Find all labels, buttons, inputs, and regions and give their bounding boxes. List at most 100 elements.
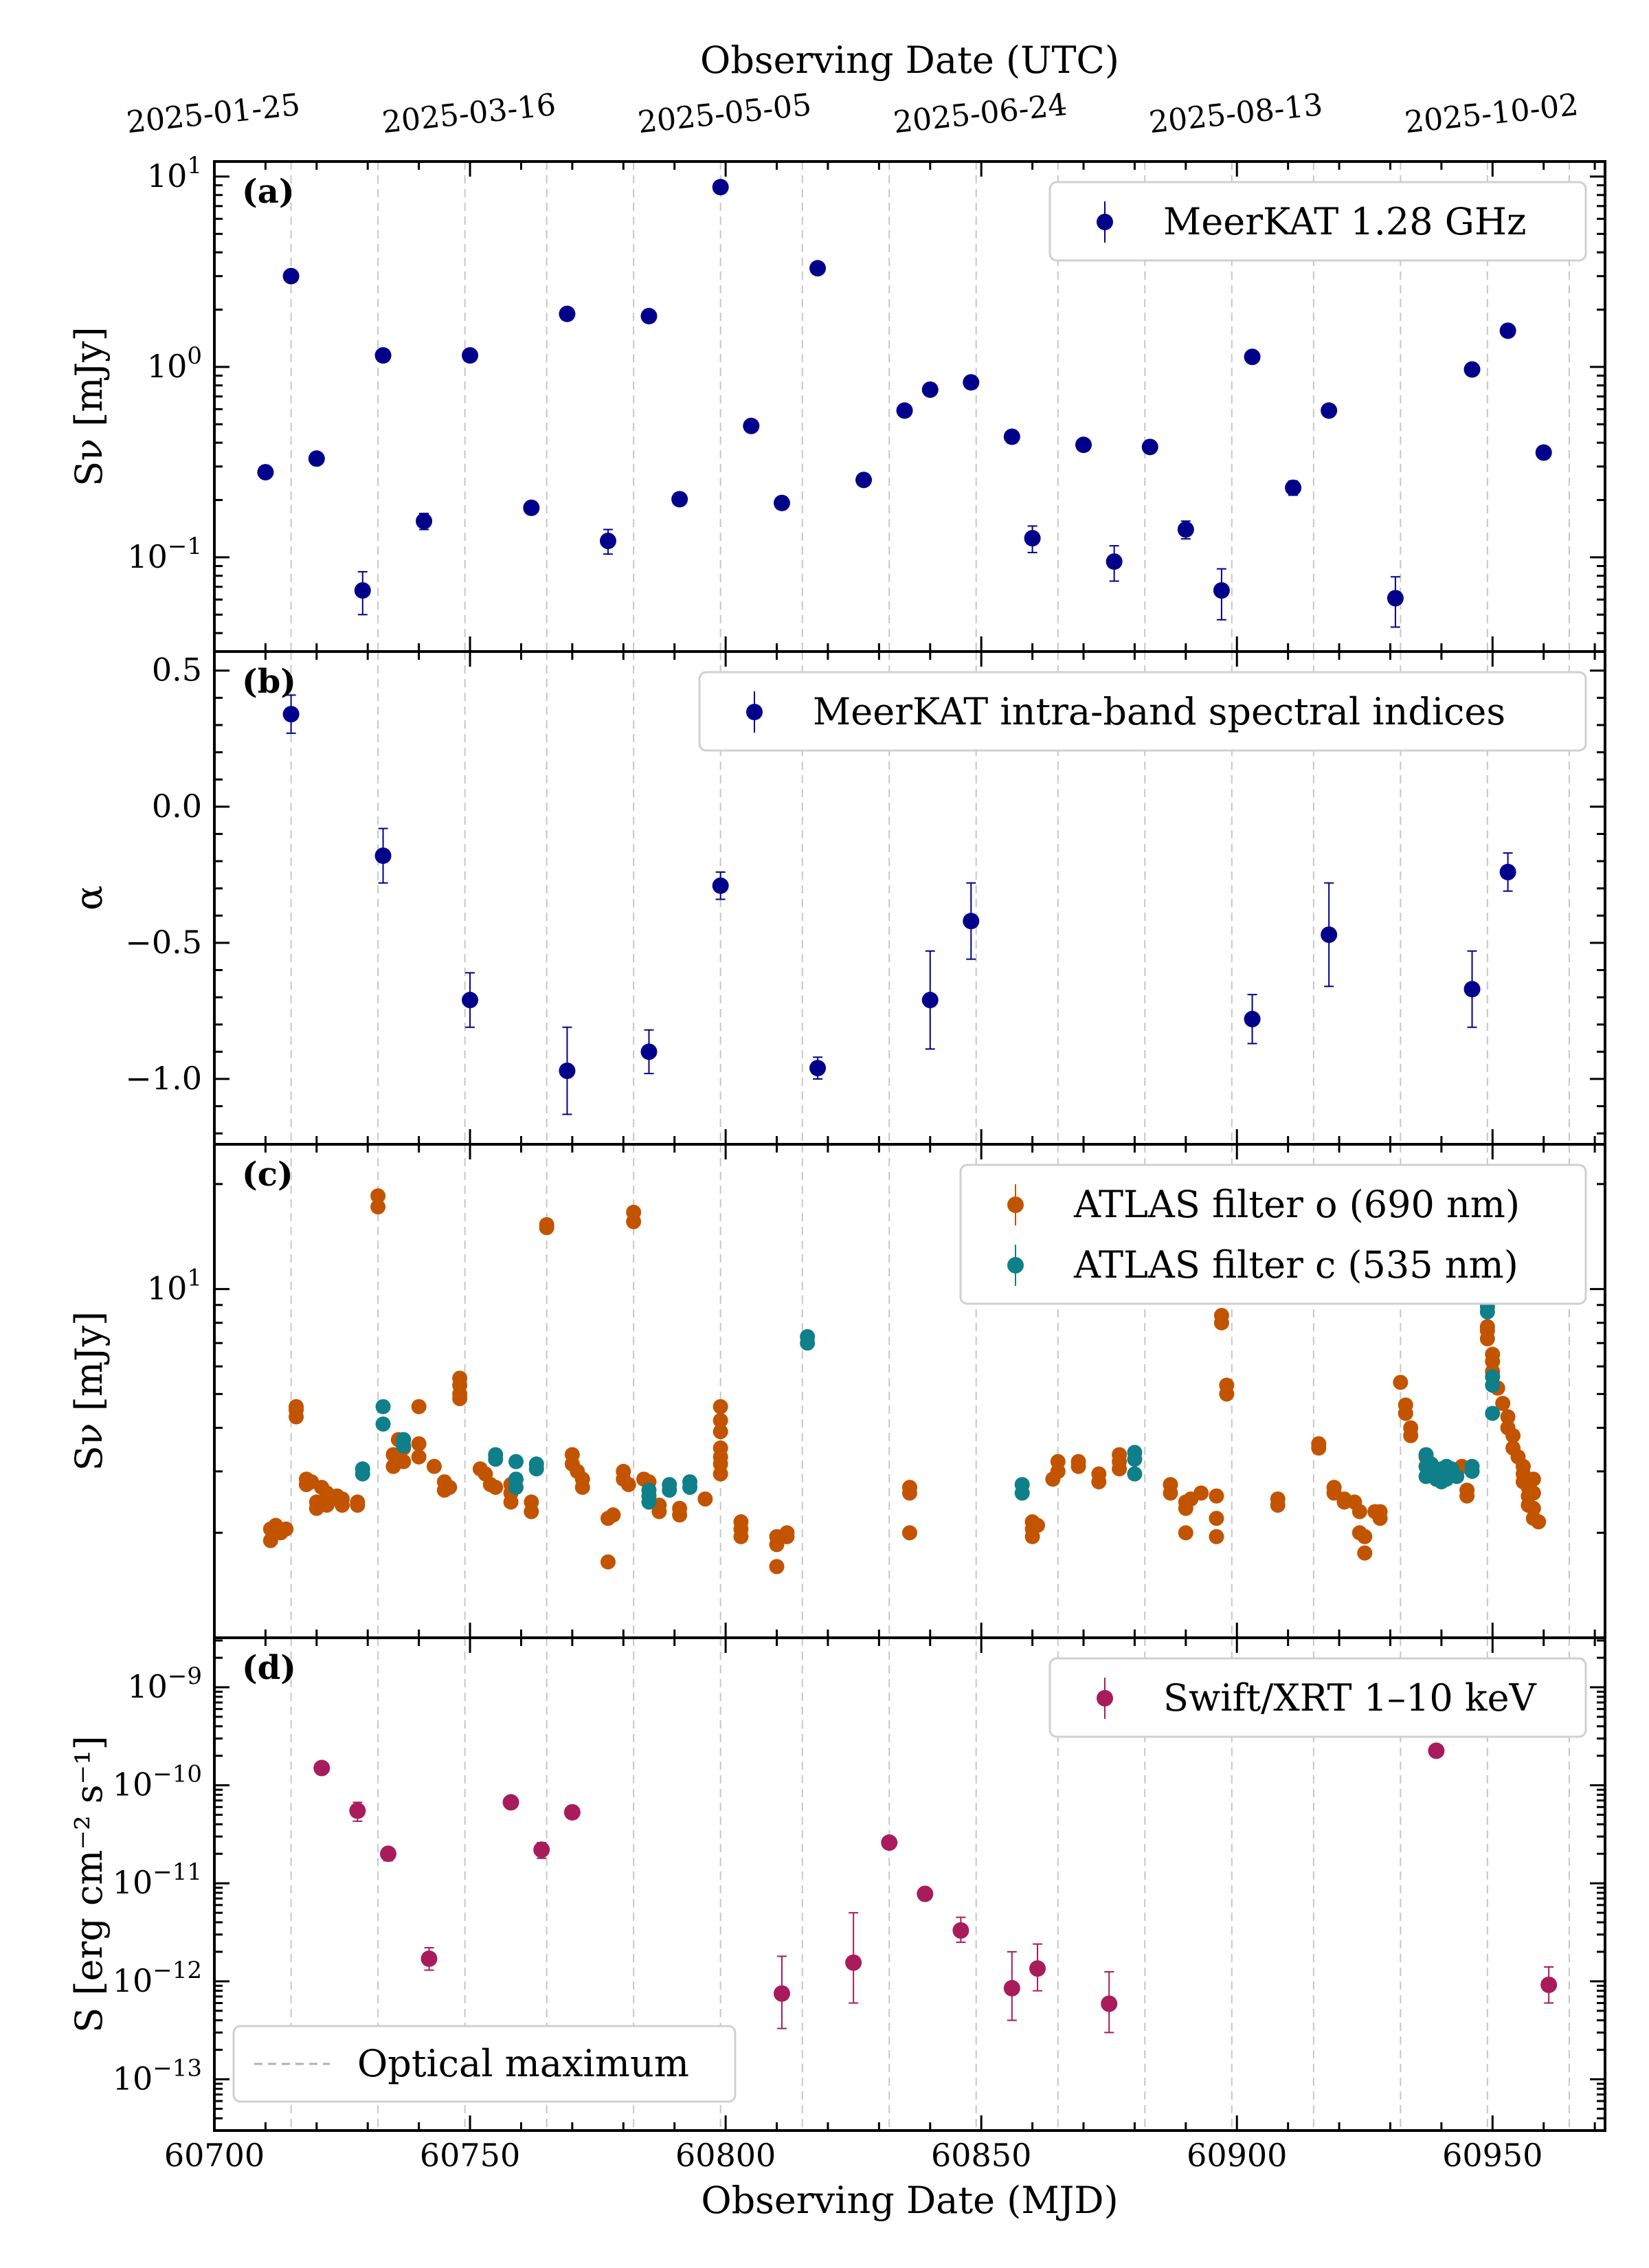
data-point xyxy=(713,1466,728,1482)
data-point xyxy=(375,1416,391,1432)
y-tick-label: 10−11 xyxy=(113,1858,202,1901)
y-tick-label: 10−12 xyxy=(113,1957,202,1999)
data-point xyxy=(1024,530,1041,547)
data-point xyxy=(1075,436,1092,454)
data-point xyxy=(1003,428,1020,445)
data-point xyxy=(349,1802,366,1819)
data-point xyxy=(902,1525,917,1541)
data-point xyxy=(375,1399,391,1414)
panel-label: (c) xyxy=(242,1155,293,1194)
legend-box xyxy=(1048,1657,1587,1738)
bottom-tick-label: 60750 xyxy=(420,2137,520,2174)
data-point xyxy=(1321,402,1338,419)
legend-label: MeerKAT intra-band spectral indices xyxy=(813,690,1505,733)
data-point xyxy=(563,1803,581,1821)
data-point xyxy=(1500,1409,1516,1425)
bottom-axis-title: Observing Date (MJD) xyxy=(701,2179,1118,2222)
bottom-tick-label: 60900 xyxy=(1187,2137,1287,2174)
series-1 xyxy=(355,1299,1501,1510)
data-point xyxy=(682,1480,698,1496)
data-point xyxy=(1178,1525,1193,1541)
data-point xyxy=(1535,444,1552,461)
data-point xyxy=(1101,1995,1118,2012)
y-tick-label-base: 10 xyxy=(127,538,168,575)
data-point xyxy=(1209,1511,1224,1526)
data-point xyxy=(335,1491,350,1507)
y-tick-label-exponent: −10 xyxy=(153,1761,202,1788)
data-point xyxy=(1014,1485,1030,1501)
data-point xyxy=(697,1491,713,1507)
y-tick-label-base: 10 xyxy=(113,1962,153,1999)
panel-label: (d) xyxy=(242,1649,296,1687)
data-point xyxy=(605,1507,621,1523)
data-point xyxy=(1244,1010,1261,1027)
data-point xyxy=(442,1480,458,1496)
legend-marker xyxy=(1007,1257,1024,1274)
data-point xyxy=(257,464,274,481)
bottom-tick-label: 60800 xyxy=(675,2137,776,2174)
y-tick-label: 100 xyxy=(147,342,202,385)
data-point xyxy=(374,347,392,364)
data-point xyxy=(809,260,827,277)
data-point xyxy=(559,305,576,322)
data-point xyxy=(743,417,760,434)
data-point xyxy=(308,450,325,467)
data-point xyxy=(355,1461,370,1477)
data-point xyxy=(411,1449,427,1465)
data-point xyxy=(528,1461,544,1477)
y-tick-label-exponent: −1 xyxy=(168,533,202,560)
y-tick-label: 0.0 xyxy=(152,788,202,825)
data-point xyxy=(282,267,300,285)
legend-label: ATLAS filter o (690 nm) xyxy=(1073,1183,1520,1226)
legend-marker xyxy=(746,704,763,720)
optical-legend-box xyxy=(232,2025,737,2103)
bottom-tick-label: 60700 xyxy=(164,2137,265,2174)
legend-marker xyxy=(1097,214,1113,230)
y-tick-label: 101 xyxy=(147,1265,202,1307)
y-tick-label: 10−9 xyxy=(127,1663,202,1705)
legend-label: MeerKAT 1.28 GHz xyxy=(1163,200,1526,243)
data-point xyxy=(641,1494,657,1510)
data-point xyxy=(420,1950,438,1967)
data-point xyxy=(350,1498,366,1513)
y-axis-title: Sν [mJy] xyxy=(67,1311,111,1471)
data-point xyxy=(1285,479,1302,496)
data-point xyxy=(1311,1440,1327,1456)
data-point xyxy=(370,1188,386,1203)
y-tick-label-base: 10 xyxy=(127,1668,168,1705)
data-point xyxy=(733,1528,749,1544)
series-0 xyxy=(313,1742,1558,2034)
data-point xyxy=(896,402,913,419)
bottom-tick-label: 60850 xyxy=(931,2137,1031,2174)
data-point xyxy=(712,179,729,196)
data-point xyxy=(1193,1485,1209,1501)
data-point xyxy=(1127,1452,1143,1467)
data-point xyxy=(411,1436,427,1452)
data-point xyxy=(1209,1528,1224,1544)
data-point xyxy=(881,1834,898,1852)
y-tick-label-base: 10 xyxy=(147,348,188,385)
data-point xyxy=(1449,1469,1465,1485)
data-point xyxy=(396,1438,412,1454)
y-axis-title: Sν [mJy] xyxy=(67,326,111,486)
data-point xyxy=(1531,1514,1547,1530)
legend: ATLAS filter o (690 nm) ATLAS filter c (5… xyxy=(959,1164,1587,1305)
data-point xyxy=(278,1521,294,1537)
data-point xyxy=(426,1458,442,1474)
data-point xyxy=(354,582,371,599)
y-tick-label: 10−1 xyxy=(127,533,202,575)
y-tick-label: −1.0 xyxy=(125,1060,202,1097)
legend-box xyxy=(1048,181,1587,262)
data-point xyxy=(769,1559,785,1575)
y-tick-label: 101 xyxy=(147,152,202,194)
data-point xyxy=(533,1841,550,1858)
y-tick-label-base: 10 xyxy=(113,1864,153,1901)
y-tick-label-exponent: −12 xyxy=(153,1957,202,1984)
data-point xyxy=(1321,926,1338,943)
data-point xyxy=(1393,1375,1409,1390)
data-point xyxy=(1505,1427,1521,1443)
legend: MeerKAT 1.28 GHz xyxy=(1048,181,1587,262)
top-date-label: 2025-10-02 xyxy=(1403,87,1580,140)
